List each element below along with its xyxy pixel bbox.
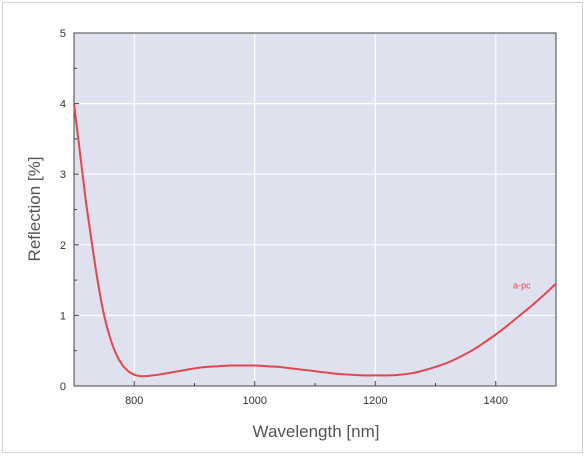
y-tick-label: 4 <box>60 99 66 111</box>
x-tick-label: 800 <box>125 395 143 407</box>
y-axis-label: Reflection [%] <box>25 157 44 262</box>
series-label: a-pc <box>513 281 531 291</box>
plot-layer: 800 1000 1200 1400 0 1 2 3 4 5 a-pc <box>60 28 557 407</box>
y-tick-label: 2 <box>60 240 66 252</box>
series-line <box>73 103 557 378</box>
x-axis-label: Wavelength [nm] <box>253 422 380 441</box>
x-tick-label: 1400 <box>484 395 508 407</box>
y-tick-label: 3 <box>60 169 66 181</box>
x-tick-label: 1200 <box>363 395 387 407</box>
plot-area <box>74 33 556 386</box>
x-tick-label: 1000 <box>243 395 267 407</box>
y-tick-label: 1 <box>60 310 66 322</box>
y-tick-label: 5 <box>60 28 66 40</box>
y-tick-label: 0 <box>60 381 66 393</box>
